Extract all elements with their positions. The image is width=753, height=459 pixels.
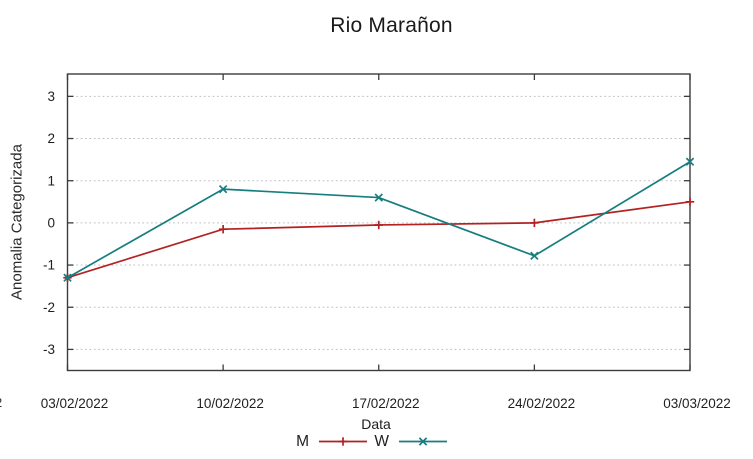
x-tick-label: 10/02/2022 [196, 396, 264, 411]
legend-marker-cross-icon [418, 437, 428, 446]
y-tick-label: 2 [47, 131, 55, 146]
series-marker-cross-W [374, 193, 383, 202]
y-tick-label: -2 [43, 300, 55, 315]
y-tick-label: 3 [47, 89, 55, 104]
series-marker-cross-W [218, 184, 228, 194]
x-tick-label: 03/03/2022 [663, 396, 731, 411]
y-tick-label: 0 [47, 215, 55, 230]
series-line-W [67, 160, 691, 279]
series-marker-cross-W [685, 157, 695, 166]
y-axis-label-clip-strip [0, 120, 10, 335]
y-tick-label: -3 [43, 342, 55, 357]
y-tick-label: -1 [43, 258, 55, 273]
x-tick-label: 24/02/2022 [508, 396, 576, 411]
x-tick-label: 17/02/2022 [352, 396, 420, 411]
y-tick-label: 1 [47, 173, 55, 188]
series-line-M [67, 200, 691, 279]
x-axis-label: Data [361, 416, 391, 432]
chart-title: Rio Marañon [330, 14, 453, 37]
clipped-tick-label-fragment: 2 [0, 395, 2, 410]
series-marker-cross-W [63, 273, 72, 282]
legend-label-W: W [374, 433, 389, 450]
legend-label-M: M [296, 433, 309, 450]
x-tick-label: 03/02/2022 [41, 396, 109, 411]
series-marker-cross-W [530, 251, 539, 260]
